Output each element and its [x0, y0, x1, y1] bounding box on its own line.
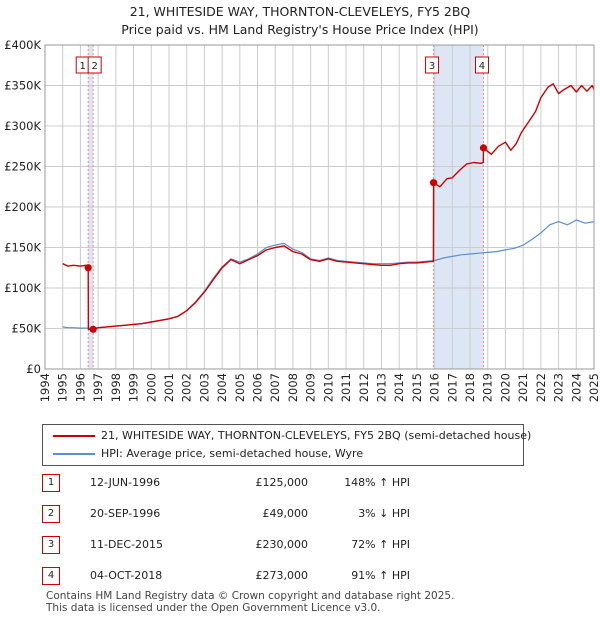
- x-tick-label: 2005: [233, 373, 247, 402]
- sale-marker-label: 1: [80, 61, 86, 72]
- x-tick-label: 2023: [552, 373, 566, 402]
- y-tick-label: £50K: [12, 322, 42, 336]
- sale-marker-box: [87, 56, 102, 74]
- x-tick-label: 2003: [197, 373, 211, 402]
- sale-marker-label: 2: [91, 61, 97, 72]
- x-tick-label: 1998: [109, 373, 123, 402]
- sale-number-badge: 2: [42, 505, 60, 523]
- y-tick-label: £0: [26, 362, 41, 376]
- legend: 21, WHITESIDE WAY, THORNTON-CLEVELEYS, F…: [42, 424, 531, 466]
- sale-marker-box: [474, 56, 489, 74]
- plot-frame: [44, 44, 595, 370]
- price-chart: £0 £50K £100K £150K £200K £250K £300K £350K £400…: [4, 38, 600, 402]
- x-tick-label: 2019: [481, 373, 495, 402]
- footer: Contains HM Land Registry data © Crown c…: [46, 590, 454, 614]
- x-tick-label: 2014: [392, 373, 406, 402]
- x-tick-label: 1999: [127, 373, 141, 402]
- x-tick-label: 1997: [91, 373, 105, 402]
- y-tick-label: £350K: [4, 79, 41, 93]
- x-tick-label: 2024: [569, 373, 583, 402]
- sale-price: £230,000: [255, 538, 309, 551]
- y-tick-label: £400K: [4, 38, 41, 52]
- legend-property-label: 21, WHITESIDE WAY, THORNTON-CLEVELEYS, F…: [101, 429, 532, 442]
- sale-hpi-change: 91% ↑ HPI: [351, 569, 410, 582]
- x-tick-label: 2013: [374, 373, 388, 402]
- x-tick-label: 2010: [321, 373, 335, 402]
- sale-date: 04-OCT-2018: [90, 569, 163, 582]
- x-tick-label: 1996: [73, 373, 87, 402]
- y-tick-label: £250K: [4, 160, 41, 174]
- x-tick-label: 2007: [268, 373, 282, 402]
- sale-marker-label: 3: [429, 61, 435, 72]
- x-tick-label: 2000: [144, 373, 158, 402]
- footer-licence: This data is licensed under the Open Gov…: [46, 602, 381, 614]
- sale-marker-label: 4: [479, 61, 485, 72]
- x-tick-label: 2015: [410, 373, 424, 402]
- sale-point: [479, 144, 488, 152]
- x-tick-label: 2002: [180, 373, 194, 402]
- sale-price: £125,000: [255, 476, 309, 489]
- x-tick-label: 2008: [286, 373, 300, 402]
- x-tick-label: 2001: [162, 373, 176, 402]
- legend-property-swatch: [53, 435, 95, 437]
- sale-date: 20-SEP-1996: [90, 507, 161, 520]
- sale-price: £49,000: [262, 507, 309, 520]
- table-row: 4 04-OCT-2018 £273,000 91% ↑ HPI: [42, 567, 582, 587]
- sale-number-badge: 1: [42, 474, 60, 492]
- x-tick-label: 2022: [534, 373, 548, 402]
- chart-title-line2: Price paid vs. HM Land Registry's House …: [121, 22, 479, 37]
- x-tick-label: 2011: [339, 373, 353, 402]
- x-tick-label: 2017: [445, 373, 459, 402]
- table-row: 2 20-SEP-1996 £49,000 3% ↓ HPI: [42, 505, 582, 525]
- legend-hpi-swatch: [53, 453, 95, 455]
- x-tick-label: 2004: [215, 373, 229, 402]
- legend-hpi-label: HPI: Average price, semi-detached house,…: [101, 447, 364, 460]
- sale-date: 11-DEC-2015: [90, 538, 164, 551]
- table-row: 1 12-JUN-1996 £125,000 148% ↑ HPI: [42, 474, 582, 494]
- chart-title-line1: 21, WHITESIDE WAY, THORNTON-CLEVELEYS, F…: [129, 4, 471, 19]
- table-row: 3 11-DEC-2015 £230,000 72% ↑ HPI: [42, 536, 582, 556]
- sale-price: £273,000: [255, 569, 309, 582]
- sale-point: [89, 325, 97, 333]
- x-tick-label: 2006: [251, 373, 265, 402]
- y-tick-label: £150K: [4, 241, 41, 255]
- x-tick-label: 1994: [38, 373, 52, 402]
- sale-point: [84, 264, 92, 272]
- sale-hpi-change: 3% ↓ HPI: [358, 507, 410, 520]
- y-tick-label: £300K: [4, 119, 41, 133]
- x-tick-label: 2020: [498, 373, 512, 402]
- sale-number-badge: 3: [42, 536, 60, 554]
- x-tick-label: 1995: [56, 373, 70, 402]
- x-tick-label: 2012: [357, 373, 371, 402]
- y-tick-label: £100K: [4, 281, 41, 295]
- sale-number-badge: 4: [42, 567, 60, 585]
- sale-marker-box: [425, 56, 440, 74]
- x-tick-label: 2018: [463, 373, 477, 402]
- x-tick-label: 2025: [587, 373, 600, 402]
- property-price-line: [62, 83, 595, 330]
- y-tick-label: £200K: [4, 200, 41, 214]
- sale-hpi-change: 72% ↑ HPI: [351, 538, 410, 551]
- sale-point: [429, 179, 438, 187]
- sale-date: 12-JUN-1996: [90, 476, 161, 489]
- x-tick-label: 2021: [516, 373, 530, 402]
- footer-copyright: Contains HM Land Registry data © Crown c…: [46, 590, 455, 602]
- x-tick-label: 2016: [428, 373, 442, 402]
- x-tick-label: 2009: [304, 373, 318, 402]
- sale-hpi-change: 148% ↑ HPI: [344, 476, 410, 489]
